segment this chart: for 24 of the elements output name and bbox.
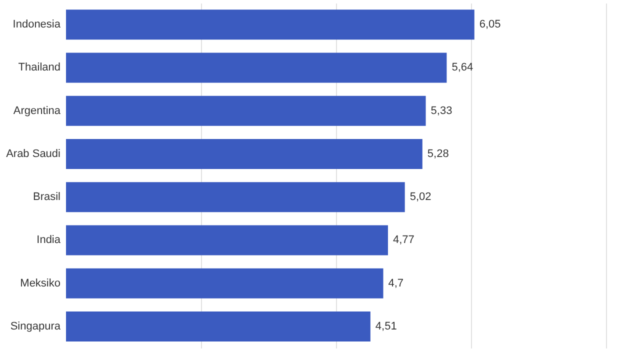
data-label: 6,05 bbox=[479, 18, 501, 31]
bar bbox=[66, 311, 370, 342]
y-tick-label: Singapura bbox=[10, 320, 62, 332]
bar bbox=[66, 10, 474, 40]
y-tick-label: Thailand bbox=[18, 62, 60, 74]
data-label: 5,28 bbox=[427, 148, 449, 160]
bar bbox=[66, 182, 405, 212]
y-tick-label: Argentina bbox=[13, 104, 62, 117]
bar bbox=[66, 96, 426, 126]
data-label: 4,7 bbox=[388, 277, 404, 290]
y-tick-label: Arab Saudi bbox=[6, 148, 60, 160]
data-label: 5,02 bbox=[410, 191, 432, 204]
bar bbox=[66, 138, 422, 169]
bar bbox=[66, 268, 384, 298]
data-label: 5,64 bbox=[452, 62, 474, 74]
data-label: 4,77 bbox=[392, 234, 414, 246]
y-tick-label: Indonesia bbox=[12, 18, 62, 31]
bar bbox=[66, 225, 388, 256]
y-tick-label: Meksiko bbox=[20, 277, 60, 290]
bar bbox=[66, 52, 447, 83]
data-label: 5,33 bbox=[430, 104, 452, 117]
data-label: 4,51 bbox=[375, 320, 397, 332]
y-tick-label: Brasil bbox=[32, 191, 60, 204]
y-tick-label: India bbox=[36, 234, 62, 246]
